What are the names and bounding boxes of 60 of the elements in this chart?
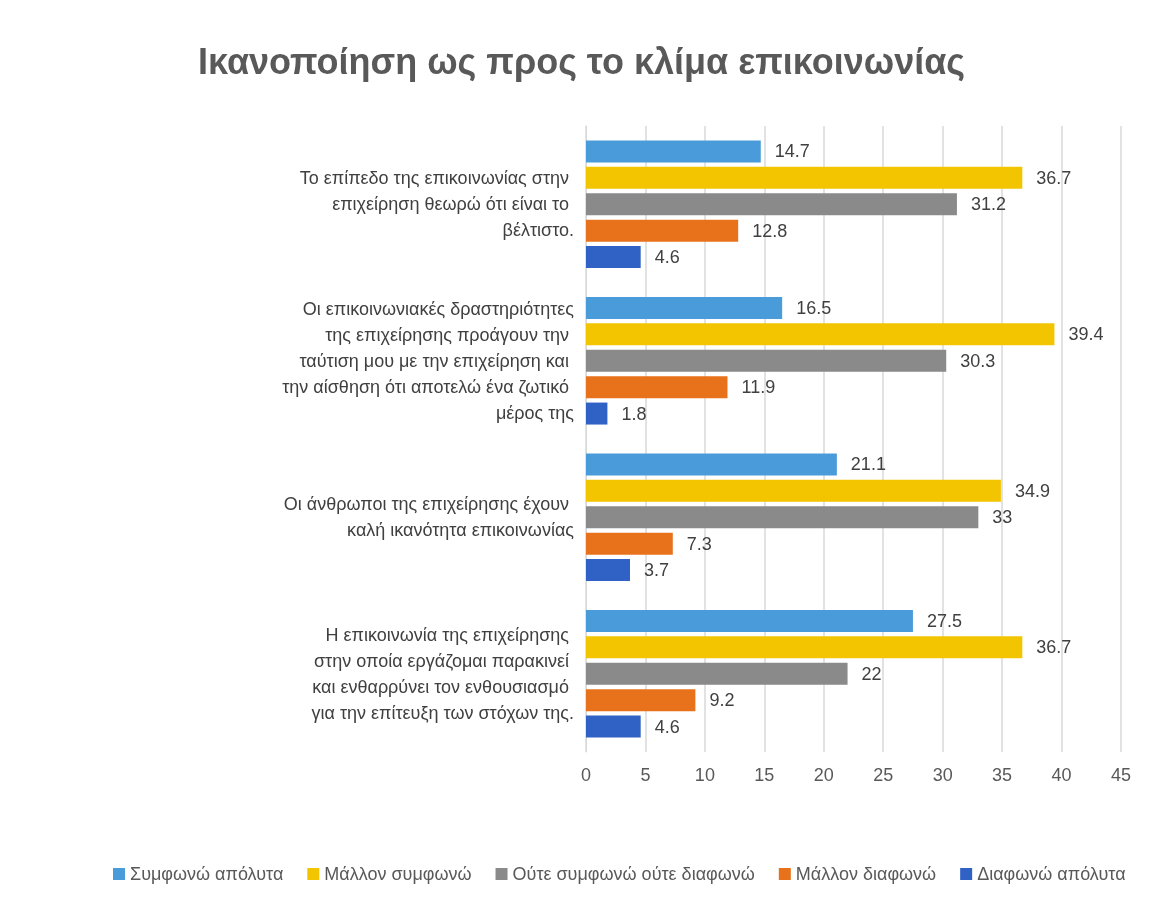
x-tick-label: 20 — [813, 765, 834, 785]
data-label: 4.6 — [654, 716, 680, 737]
bar — [586, 402, 608, 425]
chart-title: Ικανοποίηση ως προς το κλίμα επικοινωνίας — [197, 40, 966, 82]
x-tick-label: 15 — [754, 765, 775, 785]
data-label: 21.1 — [850, 454, 886, 475]
y-tick-label: Οι επικοινωνιακές δραστηριότητες της επιχείρησης προάγουν την ταύτιση μου με την επιχείρηση και την αίσθηση ότι αποτελώ ένα ζωτικό μέρος της — [282, 298, 575, 423]
x-tick-label: 30 — [932, 765, 953, 785]
y-tick-label: Οι άνθρωποι της επιχείρησης έχουν καλή ικανότητα επικοινωνίας — [283, 494, 575, 541]
bar — [586, 662, 848, 685]
legend-label: Μάλλον συμφωνώ — [324, 864, 472, 884]
data-label: 4.6 — [654, 247, 680, 268]
bar — [586, 715, 641, 738]
data-label: 12.8 — [752, 220, 788, 241]
data-label: 36.7 — [1036, 167, 1072, 188]
bar — [586, 636, 1023, 659]
data-label: 36.7 — [1036, 637, 1072, 658]
x-tick-label: 45 — [1110, 765, 1132, 785]
y-tick-label: Το επίπεδο της επικοινωνίας στην επιχείρηση θεωρώ ότι είναι το βέλτιστο. — [299, 168, 574, 241]
bar — [586, 532, 673, 555]
data-label: 16.5 — [796, 297, 832, 318]
data-label: 22 — [861, 663, 882, 684]
data-label: 33 — [992, 507, 1013, 528]
x-tick-label: 25 — [873, 765, 894, 785]
x-tick-label: 0 — [580, 765, 592, 785]
bar — [586, 479, 1001, 502]
bar — [586, 689, 696, 712]
data-label: 1.8 — [621, 403, 647, 424]
data-label: 27.5 — [926, 610, 962, 631]
legend-label: Διαφωνώ απόλυτα — [977, 864, 1126, 884]
bar — [586, 193, 957, 216]
legend-label: Μάλλον διαφωνώ — [795, 864, 937, 884]
bar — [586, 246, 641, 269]
bar — [586, 140, 761, 163]
x-tick-label: 35 — [992, 765, 1013, 785]
legend-label: Συμφωνώ απόλυτα — [130, 864, 284, 884]
x-tick-label: 5 — [640, 765, 651, 785]
bar — [586, 323, 1055, 346]
data-label: 11.9 — [741, 377, 776, 398]
data-label: 14.7 — [774, 141, 810, 162]
bar — [586, 506, 979, 529]
data-label: 31.2 — [970, 194, 1006, 215]
bar — [586, 609, 913, 632]
data-label: 39.4 — [1068, 324, 1104, 345]
data-label: 3.7 — [643, 560, 670, 581]
y-tick-label: Η επικοινωνία της επιχείρησης στην οποία εργάζομαι παρακινεί και ενθαρρύνει τον ενθουσιασμό για την επίτευξη των στόχων της. — [311, 624, 574, 723]
data-label: 7.3 — [686, 533, 712, 554]
bar — [586, 559, 630, 582]
bar — [586, 376, 728, 399]
bar — [586, 296, 783, 319]
data-label: 9.2 — [709, 690, 735, 711]
x-tick-label: 40 — [1051, 765, 1072, 785]
bar — [586, 219, 739, 242]
bar — [586, 166, 1023, 189]
legend-label: Ούτε συμφωνώ ούτε διαφωνώ — [512, 864, 755, 884]
bar — [586, 349, 947, 372]
data-label: 34.9 — [1014, 480, 1050, 501]
bar — [586, 453, 837, 476]
data-label: 30.3 — [960, 350, 996, 371]
x-tick-label: 10 — [694, 765, 715, 785]
